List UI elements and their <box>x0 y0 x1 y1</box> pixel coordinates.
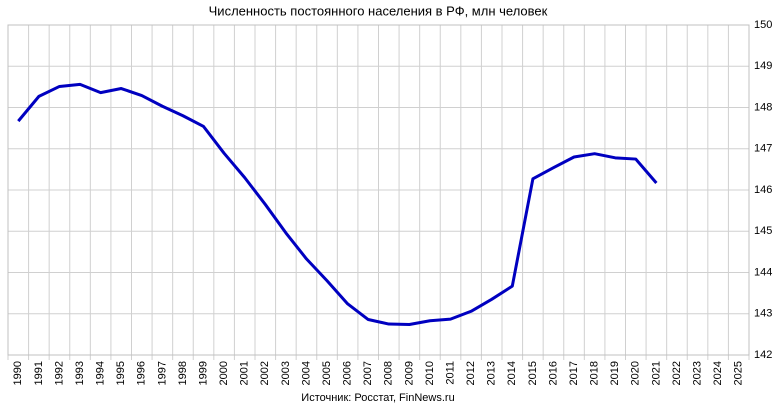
y-tick-label: 147 <box>754 143 772 155</box>
x-tick-label: 2009 <box>403 361 415 385</box>
y-tick-label: 148 <box>754 101 772 113</box>
y-tick-label: 149 <box>754 60 772 72</box>
data-line <box>17 82 658 326</box>
x-tick-label: 2024 <box>712 361 724 385</box>
plot-border <box>7 24 750 356</box>
x-tick-label: 1994 <box>95 361 107 385</box>
x-tick-label: 2021 <box>650 361 662 385</box>
x-tick-label: 1999 <box>197 361 209 385</box>
y-tick-label: 142 <box>754 349 772 361</box>
x-tick-label: 2015 <box>527 361 539 385</box>
x-tick-label: 2019 <box>609 361 621 385</box>
x-tick-label: 1997 <box>156 361 168 385</box>
y-tick-label: 144 <box>754 266 772 278</box>
x-tick-label: 1990 <box>12 361 24 385</box>
x-tick-label: 2014 <box>506 361 518 385</box>
x-tick-label: 2017 <box>568 361 580 385</box>
x-tick-label: 2003 <box>280 361 292 385</box>
x-tick-label: 2012 <box>465 361 477 385</box>
y-tick-label: 145 <box>754 225 772 237</box>
x-tick-label: 1993 <box>74 361 86 385</box>
x-tick-label: 1998 <box>177 361 189 385</box>
source-note: Источник: Росстат, FinNews.ru <box>301 392 454 404</box>
y-tick-label: 146 <box>754 184 772 196</box>
y-tick-label: 143 <box>754 308 772 320</box>
x-tick-label: 2023 <box>691 361 703 385</box>
x-tick-label: 2022 <box>671 361 683 385</box>
x-tick-label: 2002 <box>259 361 271 385</box>
x-tick-label: 2011 <box>444 361 456 385</box>
x-tick-label: 2013 <box>486 361 498 385</box>
x-tick-label: 1992 <box>53 361 65 385</box>
y-tick-label: 150 <box>754 19 772 31</box>
x-tick-label: 2000 <box>218 361 230 385</box>
x-tick-label: 1996 <box>136 361 148 385</box>
x-tick-label: 1991 <box>33 361 45 385</box>
x-tick-label: 2010 <box>424 361 436 385</box>
chart-title: Численность постоянного населения в РФ, … <box>209 3 548 18</box>
x-tick-label: 2020 <box>630 361 642 385</box>
x-tick-label: 2025 <box>733 361 745 385</box>
x-tick-label: 2004 <box>300 361 312 385</box>
x-tick-label: 1995 <box>115 361 127 385</box>
x-tick-label: 2005 <box>321 361 333 385</box>
x-tick-label: 2001 <box>239 361 251 385</box>
x-tick-label: 2016 <box>547 361 559 385</box>
x-tick-label: 2018 <box>589 361 601 385</box>
x-tick-label: 2006 <box>342 361 354 385</box>
x-tick-label: 2008 <box>383 361 395 385</box>
x-tick-label: 2007 <box>362 361 374 385</box>
